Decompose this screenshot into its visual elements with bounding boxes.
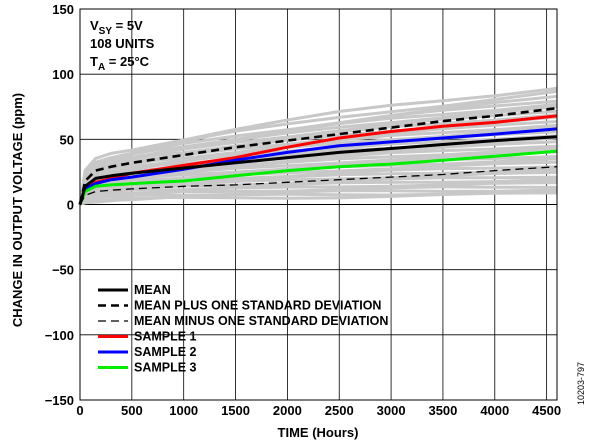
- y-tick-label: −100: [45, 328, 74, 343]
- x-tick-label: 500: [121, 403, 143, 418]
- y-tick-label: −50: [52, 263, 74, 278]
- series-line-mean-plus-one-standard-deviation: [78, 106, 558, 205]
- legend: MEAN MEAN PLUS ONE STANDARD DEVIATIONMEAN…: [98, 283, 388, 375]
- x-tick-label: 4000: [480, 403, 509, 418]
- x-tick-label: 1000: [169, 403, 198, 418]
- series-line-mean-minus-one-standard-deviation: [79, 166, 558, 205]
- legend-label: MEAN MINUS ONE STANDARD DEVIATION: [134, 314, 388, 328]
- y-tick-label: 150: [52, 2, 74, 17]
- x-tick-label: 3000: [377, 403, 406, 418]
- unit-trace: [79, 191, 558, 206]
- legend-label: SAMPLE 1: [134, 330, 197, 344]
- grid: [80, 9, 557, 400]
- figure-id: 10203-797: [576, 362, 586, 405]
- x-tick-label: 3500: [428, 403, 457, 418]
- series-line-sample-3: [78, 149, 558, 206]
- x-tick-label: 4500: [532, 403, 561, 418]
- y-tick-label: −150: [45, 393, 74, 408]
- tick-labels: 0 500 1000 1500 2000 2500 3000 3500 4000 45001501…: [45, 2, 561, 418]
- annotation-units: 108 UNITS: [90, 36, 155, 51]
- series-line-mean: [78, 135, 558, 205]
- y-tick-label: 0: [67, 198, 74, 213]
- legend-label: SAMPLE 3: [134, 361, 197, 375]
- legend-label: MEAN PLUS ONE STANDARD DEVIATION: [134, 299, 381, 313]
- y-tick-label: 100: [52, 67, 74, 82]
- x-tick-label: 0: [76, 403, 83, 418]
- legend-label: SAMPLE 2: [134, 345, 197, 359]
- y-axis-title: CHANGE IN OUTPUT VOLTAGE (ppm): [10, 93, 25, 327]
- plot-frame: [79, 8, 558, 401]
- x-axis-title: TIME (Hours): [278, 425, 359, 440]
- y-tick-label: 50: [60, 132, 74, 147]
- x-tick-label: 2000: [273, 403, 302, 418]
- unit-traces: [78, 86, 558, 206]
- annotation-supply: VSY = 5V: [90, 18, 143, 37]
- x-tick-label: 1500: [221, 403, 250, 418]
- annotation-temp: TA = 25°C: [90, 54, 150, 73]
- series-lines: [78, 106, 558, 206]
- unit-trace: [78, 89, 558, 205]
- x-tick-label: 2500: [325, 403, 354, 418]
- legend-label: MEAN: [134, 283, 171, 297]
